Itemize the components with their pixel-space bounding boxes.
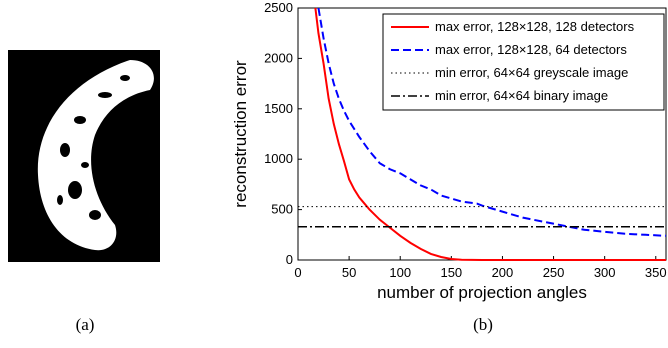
y-tick-label: 0 xyxy=(286,252,293,267)
y-tick-label: 1000 xyxy=(264,151,293,166)
x-tick-label: 200 xyxy=(492,265,514,280)
legend-label: min error, 64×64 greyscale image xyxy=(435,65,628,80)
y-tick-label: 2500 xyxy=(264,0,293,15)
y-tick-label: 1500 xyxy=(264,101,293,116)
x-tick-label: 0 xyxy=(294,265,301,280)
y-tick-label: 500 xyxy=(271,202,293,217)
x-tick-label: 300 xyxy=(594,265,616,280)
x-tick-label: 150 xyxy=(440,265,462,280)
legend-label: max error, 128×128, 64 detectors xyxy=(435,42,627,57)
x-tick-label: 50 xyxy=(342,265,356,280)
y-tick-label: 2000 xyxy=(264,50,293,65)
legend-label: min error, 64×64 binary image xyxy=(435,88,608,103)
legend-label: max error, 128×128, 128 detectors xyxy=(435,19,635,34)
figure: (a) (b) reconstruction error number of p… xyxy=(0,0,668,343)
x-tick-label: 350 xyxy=(645,265,667,280)
y-axis-label: reconstruction error xyxy=(231,60,250,208)
x-tick-label: 250 xyxy=(543,265,565,280)
caption: (b) xyxy=(473,315,493,334)
x-axis-label: number of projection angles xyxy=(377,283,587,302)
binary-image xyxy=(8,50,160,262)
x-tick-label: 100 xyxy=(389,265,411,280)
caption: (a) xyxy=(76,315,95,334)
